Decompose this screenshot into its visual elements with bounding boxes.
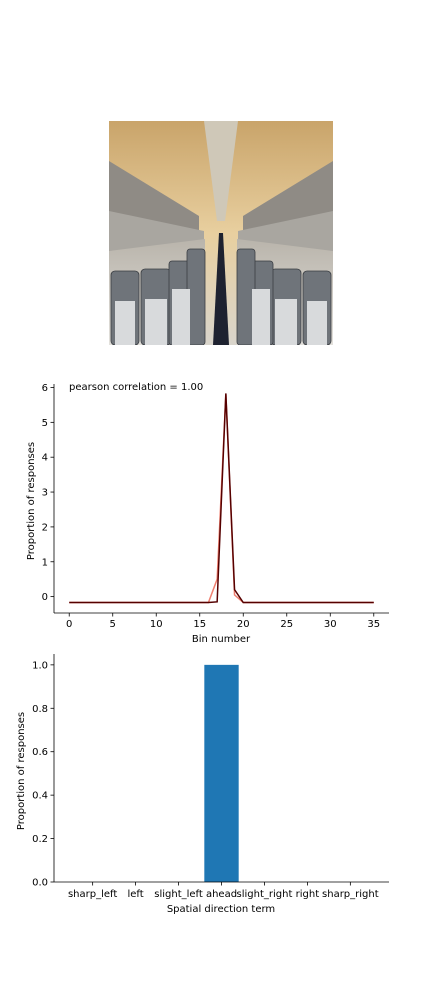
series-line-1	[69, 393, 374, 604]
x-tick-label: ahead	[206, 889, 237, 900]
y-tick-label: 0.2	[32, 834, 48, 845]
y-axis-label: Proportion of responses	[26, 442, 37, 560]
x-tick-label: 25	[280, 619, 293, 630]
y-tick-label: 5	[42, 418, 48, 429]
y-tick-label: 3	[42, 488, 48, 499]
y-tick-label: 0.6	[32, 747, 48, 758]
line-chart: 0 5 10 15 20 25 30 35 0 1 2 3 4 5 6 pearson correlatio…	[26, 382, 389, 645]
y-tick-label: 6	[42, 383, 48, 394]
y-tick-label: 2	[42, 522, 48, 533]
x-tick-label: 0	[66, 619, 72, 630]
x-tick-label: 35	[367, 619, 380, 630]
y-tick-label: 0	[42, 592, 48, 603]
airplane-cabin-photo	[109, 121, 333, 345]
x-axis-label: Bin number	[192, 634, 251, 645]
x-tick-label: sharp_right	[322, 889, 379, 900]
y-tick-label: 1	[42, 557, 48, 568]
x-tick-label: right	[296, 889, 320, 900]
y-tick-label: 0.8	[32, 704, 48, 715]
x-tick-label: 15	[193, 619, 206, 630]
x-tick-label: 10	[150, 619, 163, 630]
y-tick-label: 0.0	[32, 878, 48, 889]
y-axis-label: Proportion of responses	[16, 712, 27, 830]
bar-chart: sharp_left left slight_left ahead slight_rig…	[16, 654, 389, 915]
x-tick-label: 30	[324, 619, 337, 630]
x-tick-label: left	[128, 889, 144, 900]
y-tick-label: 0.4	[32, 791, 48, 802]
correlation-annotation: pearson correlation = 1.00	[69, 382, 203, 393]
x-tick-label: sharp_left	[68, 889, 117, 900]
bar-ahead	[204, 664, 239, 882]
x-tick-label: 5	[110, 619, 116, 630]
y-tick-label: 4	[42, 453, 48, 464]
x-tick-label: slight_right	[237, 889, 293, 900]
y-tick-label: 1.0	[32, 660, 48, 671]
x-tick-label: slight_left	[154, 889, 203, 900]
x-axis-label: Spatial direction term	[167, 904, 275, 915]
x-tick-label: 20	[237, 619, 250, 630]
